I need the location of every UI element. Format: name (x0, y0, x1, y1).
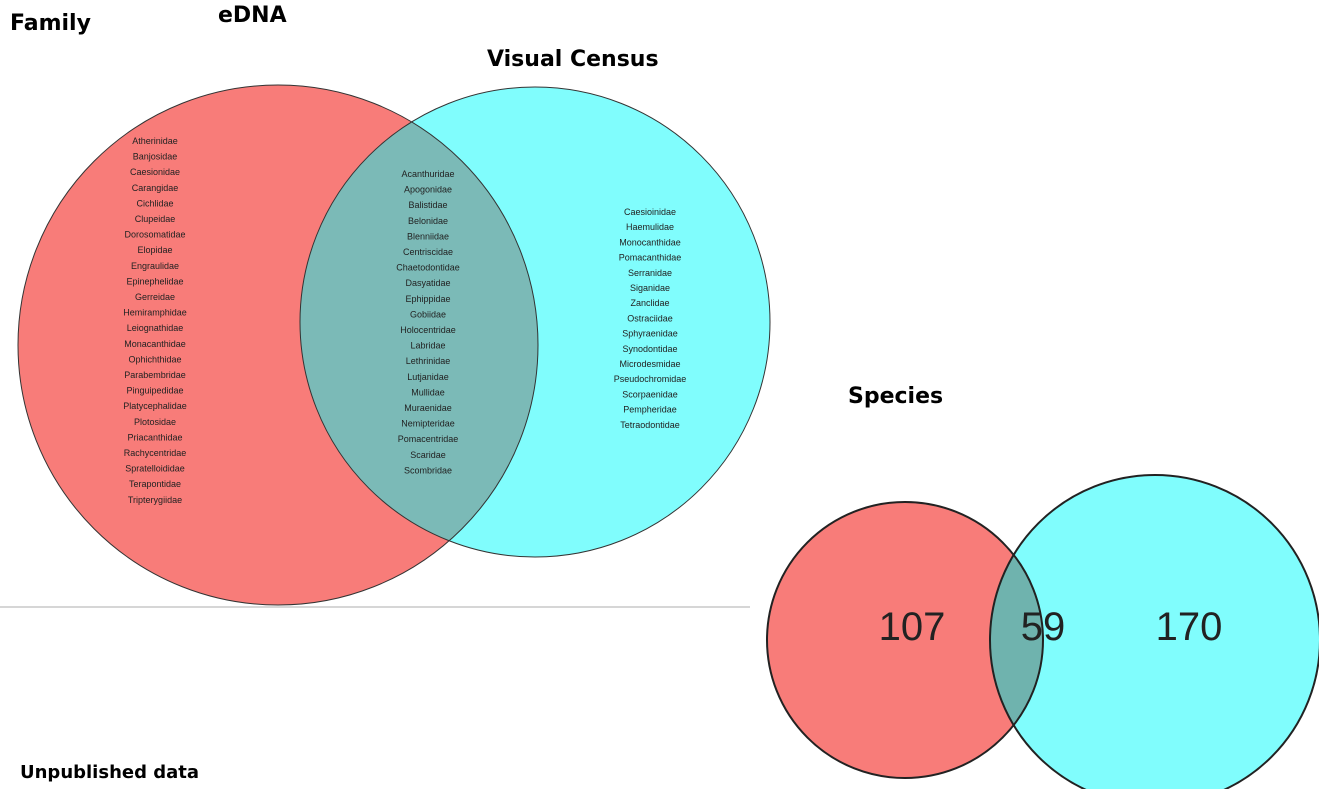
family-name: Monacanthidae (124, 339, 186, 349)
family-name: Apogonidae (404, 185, 452, 195)
family-name: Gobiidae (410, 309, 446, 319)
family-name: Tripterygiidae (128, 495, 182, 505)
family-name: Monocanthidae (619, 237, 681, 247)
family-name: Synodontidae (622, 344, 677, 354)
family-venn (17, 84, 771, 606)
family-name: Zanclidae (630, 298, 669, 308)
family-name: Labridae (410, 341, 445, 351)
note: Unpublished data (20, 762, 199, 783)
family-name: Ephippidae (405, 294, 450, 304)
family-name: Parabembridae (124, 370, 186, 380)
family-name: Dorosomatidae (124, 230, 185, 240)
family-name: Acanthuridae (401, 169, 454, 179)
family-name: Epinephelidae (126, 276, 183, 286)
family-name: Platycephalidae (123, 401, 187, 411)
family-name: Caesionidae (130, 167, 180, 177)
visual-outline (299, 86, 771, 558)
family-name: Pempheridae (623, 405, 677, 415)
visual-circle (990, 475, 1319, 789)
family-name: Pomacentridae (398, 434, 459, 444)
count: 59 (1021, 605, 1066, 649)
family-name: Ophichthidae (128, 354, 181, 364)
family-name: Blenniidae (407, 231, 449, 241)
label: Species (848, 384, 943, 409)
family-name: Engraulidae (131, 261, 179, 271)
family-name: Belonidae (408, 216, 448, 226)
family-name: Rachycentridae (124, 448, 187, 458)
family-name: Spratelloididae (125, 464, 185, 474)
overlap (300, 87, 538, 557)
family-name: Clupeidae (135, 214, 176, 224)
family-name: Terapontidae (129, 479, 181, 489)
family-name: Scorpaenidae (622, 389, 678, 399)
family-name: Serranidae (628, 268, 672, 278)
family-name: Hemiramphidae (123, 308, 187, 318)
family-name: Nemipteridae (401, 419, 455, 429)
edna-outline (766, 501, 1044, 779)
family-name: Tetraodontidae (620, 420, 680, 430)
family-name: Lutjanidae (407, 372, 449, 382)
count: 107 (879, 605, 946, 649)
family-name: Gerreidae (135, 292, 175, 302)
family-name: Plotosidae (134, 417, 176, 427)
species-venn (766, 474, 1319, 789)
family-name: Caesioinidae (624, 207, 676, 217)
family-name: Pseudochromidae (614, 374, 687, 384)
family-name: Microdesmidae (619, 359, 680, 369)
label: eDNA (218, 3, 287, 28)
family-name: Priacanthidae (127, 432, 182, 442)
family-name: Balistidae (408, 200, 447, 210)
family-name: Cichlidae (136, 198, 173, 208)
visual-outline (989, 474, 1319, 789)
family-name: Carangidae (132, 183, 179, 193)
family-name: Lethrinidae (406, 356, 451, 366)
family-name: Holocentridae (400, 325, 456, 335)
family-name: Mullidae (411, 387, 445, 397)
count: 170 (1156, 605, 1223, 649)
family-name: Dasyatidae (405, 278, 450, 288)
family-name: Leiognathidae (127, 323, 184, 333)
family-name: Scaridae (410, 450, 446, 460)
family-name: Ostraciidae (627, 313, 673, 323)
edna-circle (767, 502, 1043, 778)
family-name: Atherinidae (132, 136, 178, 146)
family-name: Centriscidae (403, 247, 453, 257)
family-name: Chaetodontidae (396, 263, 460, 273)
family-name: Elopidae (137, 245, 172, 255)
family-name: Pinguipedidae (126, 386, 183, 396)
family-name: Pomacanthidae (619, 253, 682, 263)
label: Family (10, 11, 91, 36)
label: Visual Census (487, 47, 659, 72)
family-name: Sphyraenidae (622, 329, 678, 339)
family-name: Banjosidae (133, 152, 178, 162)
family-name: Haemulidae (626, 222, 674, 232)
family-name: Siganidae (630, 283, 670, 293)
family-name: Scombridae (404, 465, 452, 475)
family-name: Muraenidae (404, 403, 452, 413)
edna-outline (17, 84, 539, 606)
